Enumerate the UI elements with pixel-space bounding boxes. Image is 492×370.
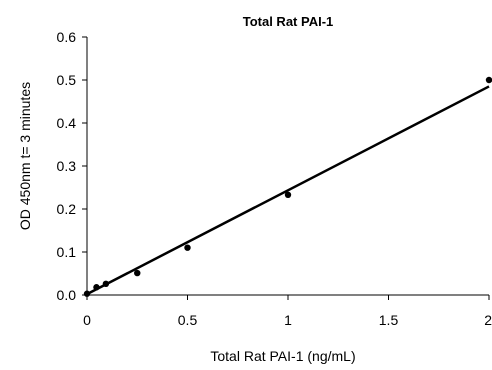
- y-tick-labels: 0.0 0.1 0.2 0.3 0.4 0.5 0.6: [57, 29, 77, 303]
- y-tick-label: 0.6: [57, 29, 77, 45]
- y-axis: [82, 36, 88, 296]
- x-tick-labels: 0 0.5 1 1.5 2: [83, 312, 492, 328]
- data-point: [485, 76, 492, 84]
- x-axis: [86, 294, 490, 300]
- x-axis-label: Total Rat PAI-1 (ng/mL): [210, 348, 355, 364]
- y-tick-label: 0.0: [57, 287, 77, 303]
- x-tick-label: 0: [83, 312, 91, 328]
- y-tick-label: 0.2: [57, 201, 77, 217]
- data-point: [83, 290, 91, 297]
- data-points: [83, 76, 492, 297]
- trendline-group: [86, 85, 490, 296]
- x-tick-label: 1: [284, 312, 292, 328]
- chart-title: Total Rat PAI-1: [243, 14, 334, 29]
- data-point: [93, 284, 100, 291]
- trendline: [86, 85, 490, 296]
- x-tick-label: 0.5: [178, 312, 198, 328]
- data-point: [134, 269, 141, 277]
- y-tick-label: 0.1: [57, 244, 77, 260]
- x-tick-label: 1.5: [379, 312, 399, 328]
- data-point: [184, 244, 191, 251]
- y-tick-label: 0.4: [57, 115, 77, 131]
- data-point: [102, 280, 110, 288]
- x-tick-label: 2: [484, 312, 492, 328]
- y-tick-label: 0.5: [57, 72, 77, 88]
- data-point: [284, 191, 292, 199]
- y-tick-label: 0.3: [57, 158, 77, 174]
- y-axis-label: OD 450nm t= 3 minutes: [17, 82, 33, 230]
